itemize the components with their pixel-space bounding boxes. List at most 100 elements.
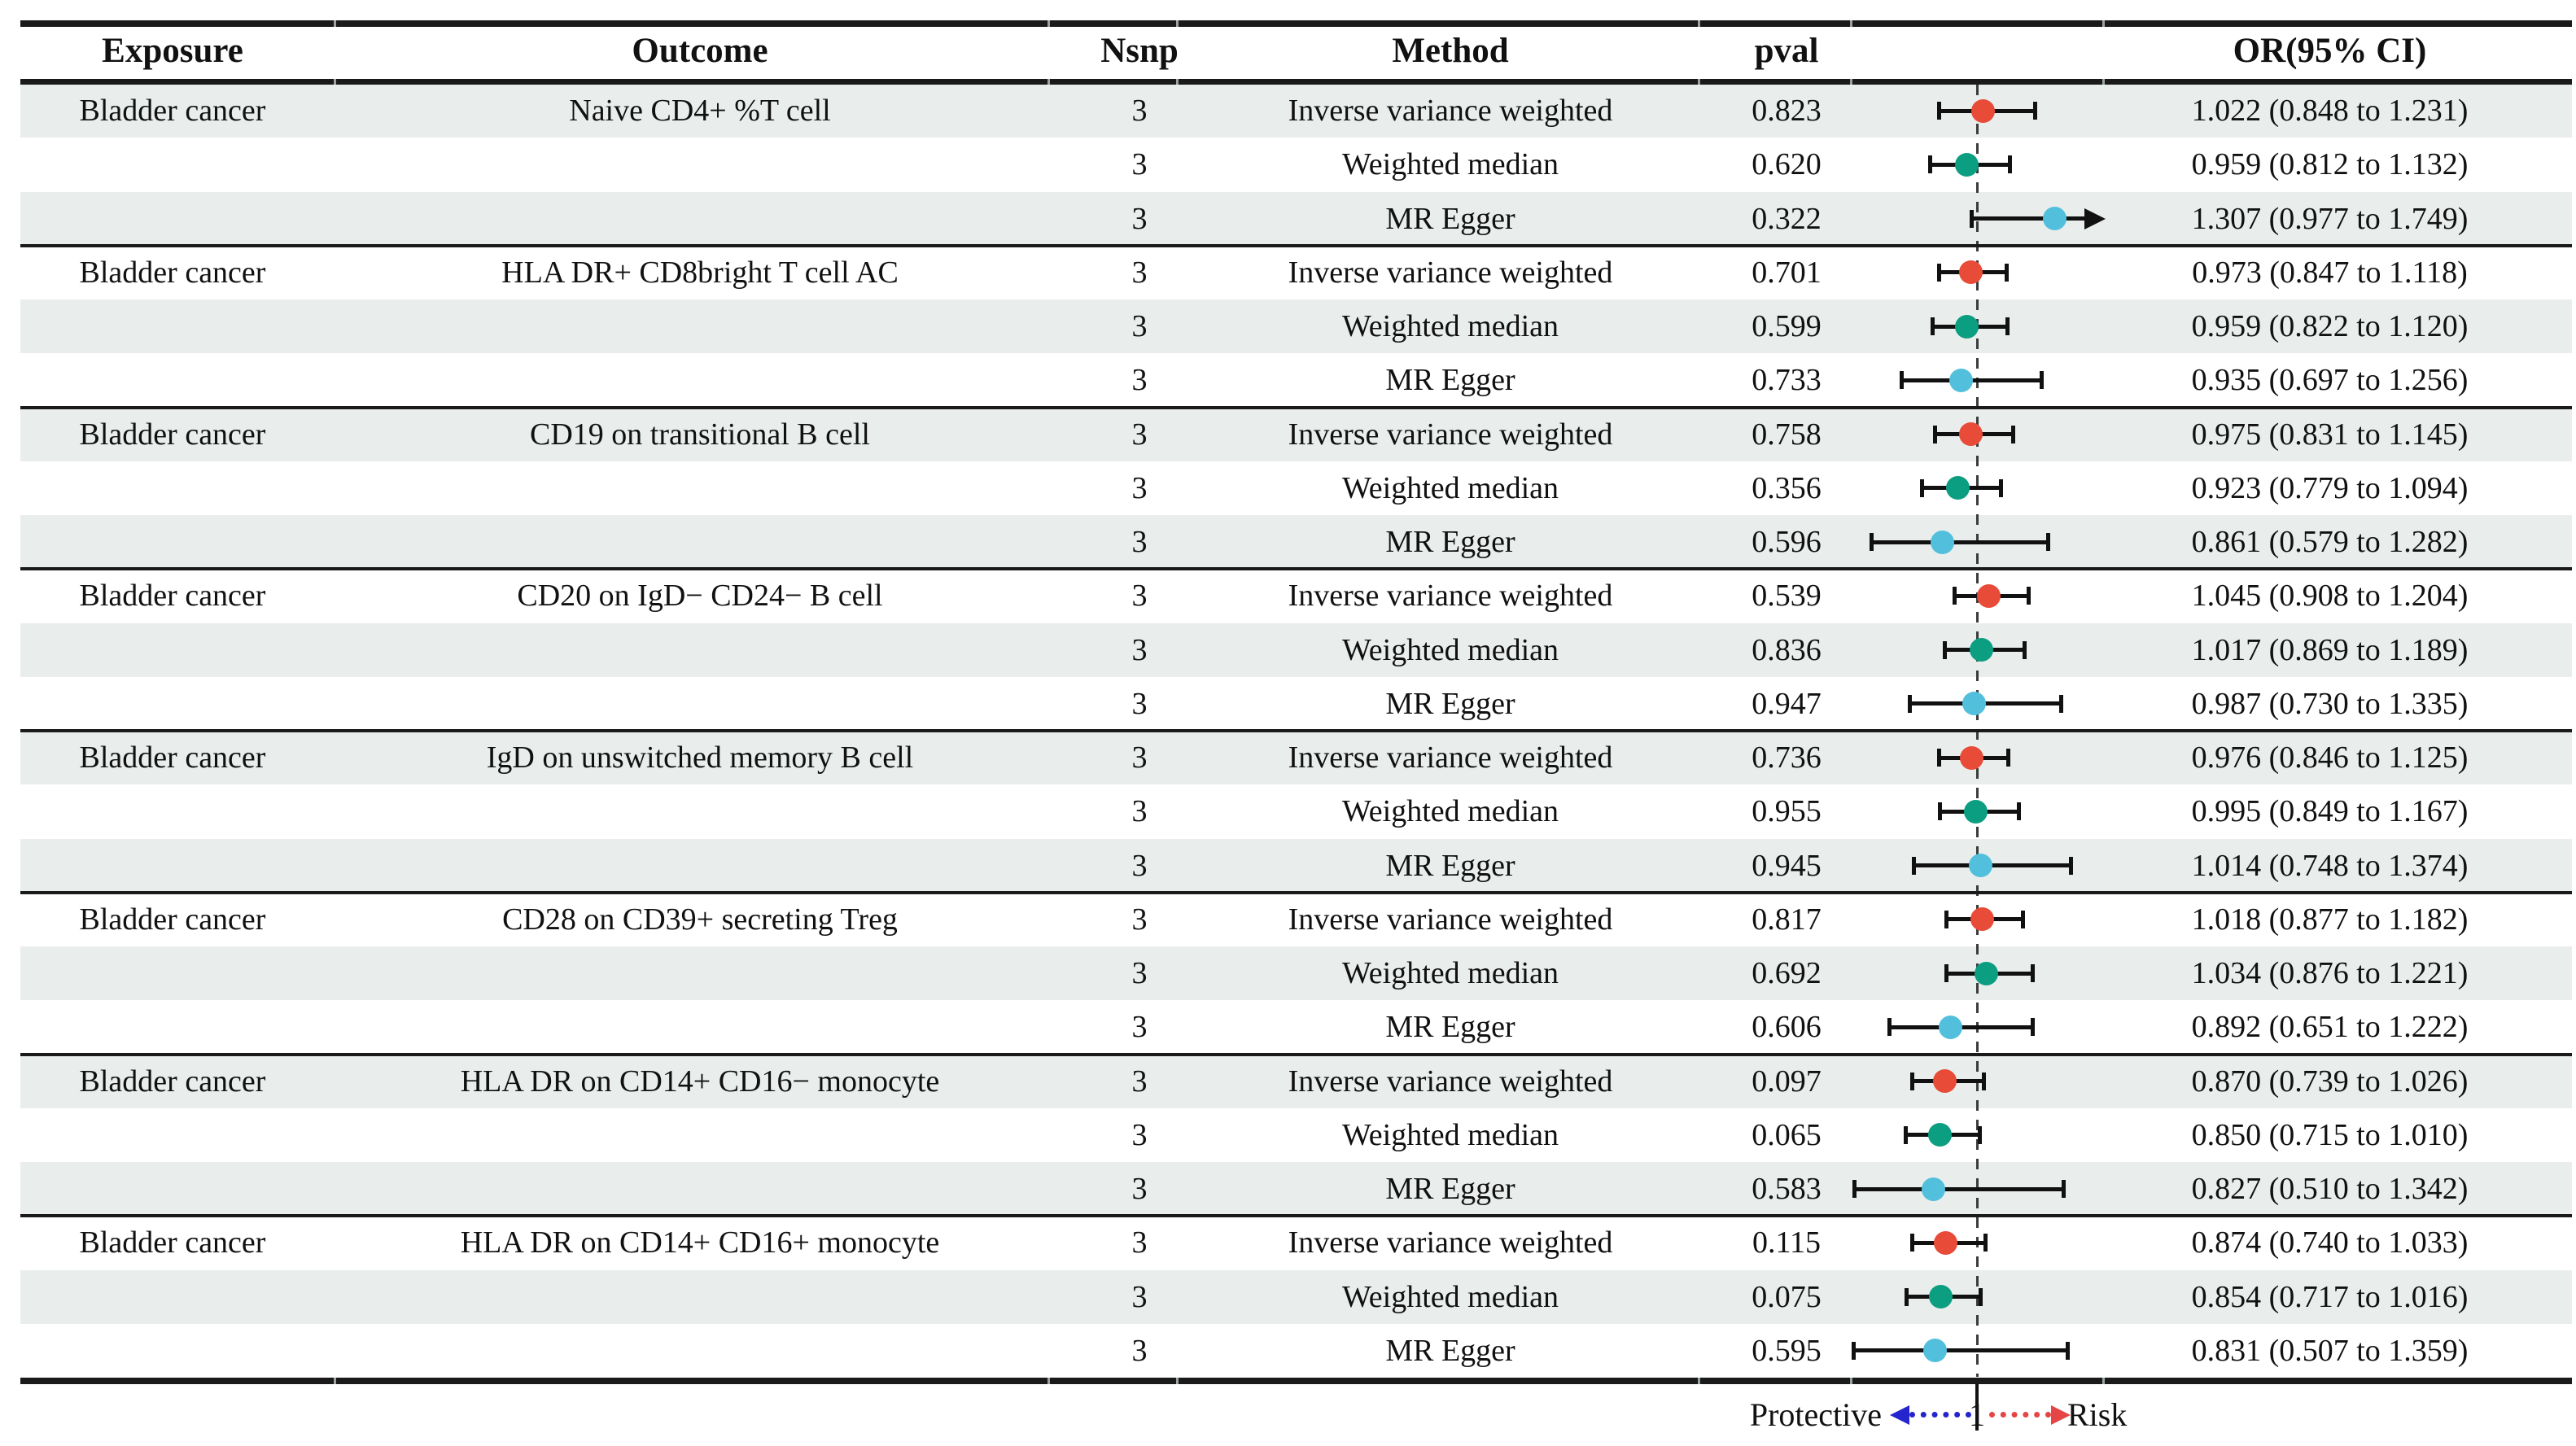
nsnp-cell: 3 [1131, 1279, 1148, 1314]
column-boundary-tick [334, 20, 336, 27]
table-row: Bladder cancer CD28 on CD39+ secreting Tr… [20, 893, 2572, 946]
or-ci-cell: 0.861 (0.579 to 1.282) [2191, 525, 2469, 559]
ci-lower-cap [1937, 102, 1942, 120]
or-ci-cell: 0.995 (0.849 to 1.167) [2191, 794, 2469, 829]
table-row: 3 Weighted median 0.356 0.923 (0.779 to 1.0… [20, 461, 2572, 515]
outcome-cell [342, 784, 1058, 838]
ci-upper-cap [2033, 102, 2038, 120]
ci-lower-cap [1928, 155, 1933, 174]
exposure-cell: Bladder cancer [79, 417, 266, 452]
or-point-marker [1974, 961, 1998, 985]
ci-whisker [1971, 216, 2084, 221]
method-cell: Weighted median [1341, 147, 1559, 182]
ci-lower-cap [1887, 1018, 1892, 1037]
outcome-cell: HLA DR on CD14+ CD16− monocyte [460, 1064, 940, 1099]
table-row: 3 MR Egger 0.322 1.307 (0.977 to 1.749) [20, 191, 2572, 246]
table-row: 3 Weighted median 0.836 1.017 (0.869 to 1.1… [20, 623, 2572, 677]
ci-upper-cap [2045, 533, 2050, 552]
or-point-marker [1970, 98, 1995, 123]
or-ci-cell: 0.870 (0.739 to 1.026) [2191, 1064, 2469, 1099]
method-cell: Inverse variance weighted [1288, 94, 1613, 128]
nsnp-cell: 3 [1131, 94, 1148, 128]
nsnp-cell: 3 [1131, 417, 1148, 452]
protective-arrow-line [1909, 1412, 1971, 1418]
ci-whisker [1870, 540, 2049, 544]
ci-upper-cap [2031, 964, 2035, 983]
outcome-cell: IgD on unswitched memory B cell [486, 740, 914, 775]
outcome-cell: HLA DR on CD14+ CD16+ monocyte [460, 1225, 940, 1260]
nsnp-cell: 3 [1131, 201, 1148, 236]
ci-upper-cap [2061, 1180, 2066, 1199]
pval-cell: 0.947 [1752, 686, 1822, 721]
exposure-cell [23, 138, 322, 191]
outcome-cell [342, 138, 1058, 191]
outcome-cell [342, 515, 1058, 569]
column-boundary-tick [1698, 1378, 1700, 1384]
table-row: 3 MR Egger 0.606 0.892 (0.651 to 1.222) [20, 1000, 2572, 1054]
outcome-cell [342, 623, 1058, 677]
ci-lower-cap [1907, 694, 1912, 713]
column-boundary-tick [1047, 79, 1050, 85]
risk-arrow-line [1989, 1412, 2051, 1418]
outcome-cell: CD28 on CD39+ secreting Treg [502, 902, 898, 937]
pval-cell: 0.945 [1752, 848, 1822, 883]
pval-cell: 0.322 [1752, 201, 1822, 236]
nsnp-cell: 3 [1131, 1117, 1148, 1152]
table-row: 3 MR Egger 0.945 1.014 (0.748 to 1.374) [20, 838, 2572, 893]
table-row: 3 Weighted median 0.692 1.034 (0.876 to 1.2… [20, 946, 2572, 1001]
axis-tick-line [1975, 1380, 1979, 1431]
table-row: 3 MR Egger 0.947 0.987 (0.730 to 1.335) [20, 677, 2572, 731]
or-ci-cell: 1.307 (0.977 to 1.749) [2191, 201, 2469, 236]
or-point-marker [1969, 854, 1993, 878]
or-ci-cell: 0.959 (0.822 to 1.120) [2191, 309, 2469, 343]
or-point-marker [1976, 583, 2001, 608]
table-row: Bladder cancer IgD on unswitched memory B… [20, 731, 2572, 785]
table-row: 3 Weighted median 0.599 0.959 (0.822 to 1.1… [20, 299, 2572, 354]
ci-upper-cap [2039, 371, 2044, 390]
table-row: 3 MR Egger 0.595 0.831 (0.507 to 1.359) [20, 1324, 2572, 1378]
header-rule [20, 79, 2572, 85]
ci-lower-cap [1952, 587, 1957, 605]
nsnp-cell: 3 [1131, 255, 1148, 290]
or-ci-cell: 1.034 (0.876 to 1.221) [2191, 956, 2469, 990]
ci-lower-cap [1937, 802, 1942, 821]
or-point-marker [1948, 368, 1973, 392]
table-row: 3 Weighted median 0.075 0.854 (0.717 to 1.0… [20, 1269, 2572, 1324]
table-row: Bladder cancer HLA DR on CD14+ CD16+ mono… [20, 1216, 2572, 1269]
method-cell: MR Egger [1385, 201, 1515, 236]
column-header-or-ci: OR(95% CI) [2233, 32, 2427, 70]
group-separator-rule [20, 243, 2572, 247]
method-cell: Inverse variance weighted [1288, 1225, 1613, 1260]
outcome-cell: Naive CD4+ %T cell [569, 94, 831, 128]
method-cell: Inverse variance weighted [1288, 1064, 1613, 1099]
table-row: Bladder cancer HLA DR+ CD8bright T cell A… [20, 246, 2572, 299]
ci-upper-cap [2023, 640, 2027, 659]
method-cell: MR Egger [1385, 525, 1515, 559]
method-cell: MR Egger [1385, 1333, 1515, 1368]
pval-cell: 0.606 [1752, 1010, 1822, 1045]
nsnp-cell: 3 [1131, 363, 1148, 398]
outcome-cell: CD20 on IgD− CD24− B cell [517, 579, 883, 614]
ci-lower-cap [1944, 910, 1949, 928]
pval-cell: 0.595 [1752, 1333, 1822, 1368]
column-boundary-tick [2102, 1378, 2105, 1384]
column-boundary-tick [1176, 20, 1179, 27]
column-boundary-tick [1850, 1378, 1852, 1384]
method-cell: MR Egger [1385, 848, 1515, 883]
exposure-cell [23, 1324, 322, 1378]
or-point-marker [1922, 1339, 1947, 1363]
ci-whisker [1913, 863, 2072, 868]
pval-cell: 0.075 [1752, 1279, 1822, 1314]
method-cell: Weighted median [1341, 794, 1559, 829]
exposure-cell: Bladder cancer [79, 579, 266, 614]
or-ci-cell: 0.987 (0.730 to 1.335) [2191, 686, 2469, 721]
exposure-cell [23, 784, 322, 838]
column-header-pval: pval [1754, 32, 1819, 70]
nsnp-cell: 3 [1131, 470, 1148, 505]
ci-whisker [1853, 1186, 2064, 1191]
ci-upper-cap [2031, 1018, 2036, 1037]
column-boundary-tick [1176, 79, 1179, 85]
or-ci-cell: 1.018 (0.877 to 1.182) [2191, 902, 2469, 937]
method-cell: MR Egger [1385, 363, 1515, 398]
